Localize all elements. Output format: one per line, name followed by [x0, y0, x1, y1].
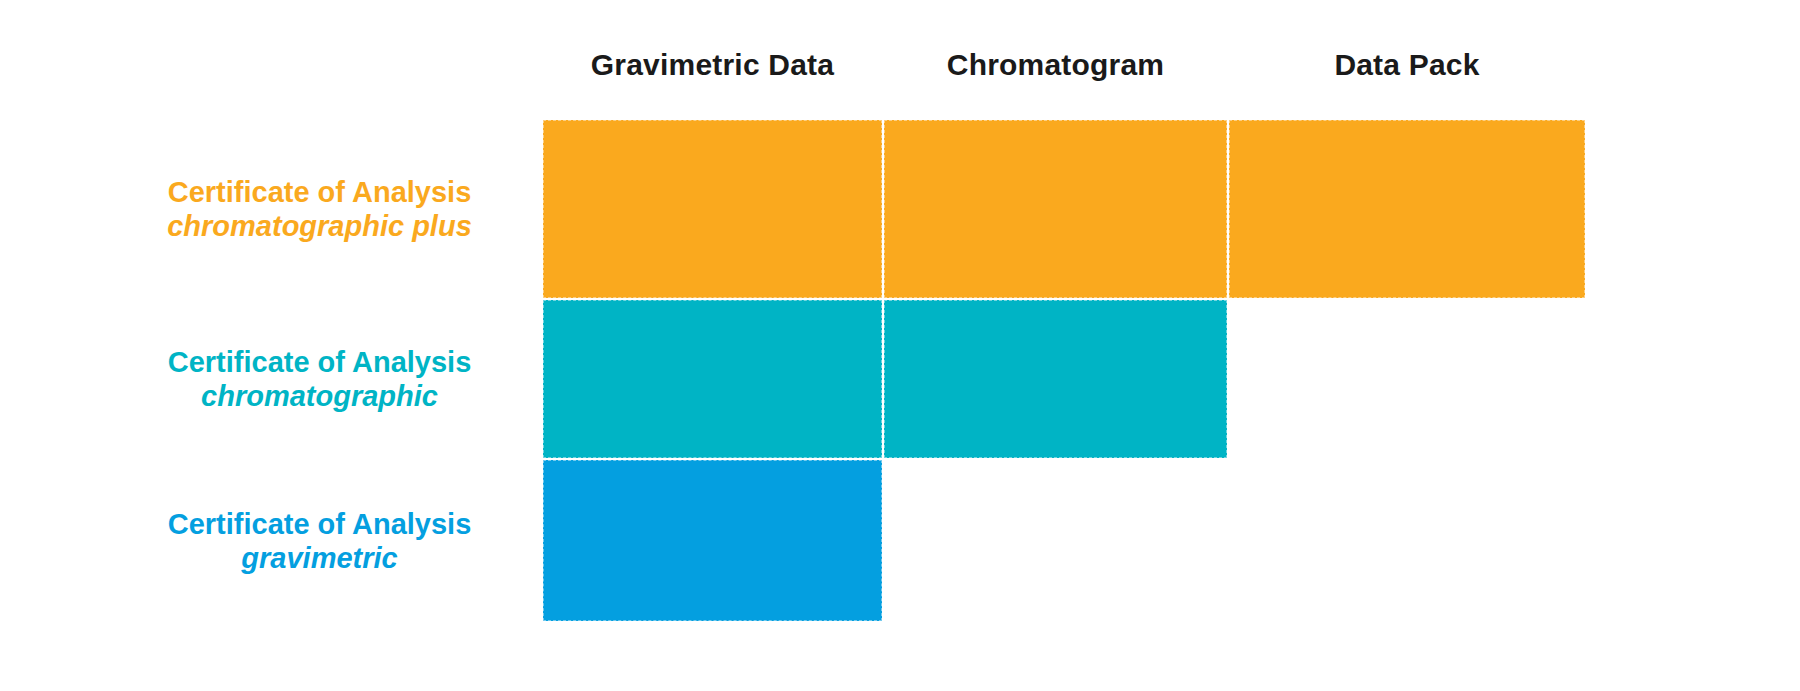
- corner-spacer: [150, 40, 541, 118]
- row-title: Certificate of Analysis: [168, 175, 472, 209]
- certificate-matrix-diagram: Gravimetric Data Chromatogram Data Pack …: [0, 0, 1800, 691]
- row-subtitle: chromatographic: [201, 379, 438, 413]
- row-label-chromatographic-plus: Certificate of Analysis chromatographic …: [150, 120, 541, 298]
- row-title: Certificate of Analysis: [168, 507, 472, 541]
- matrix-cell: [1229, 120, 1585, 298]
- matrix-cell: [884, 300, 1227, 458]
- matrix-grid: Gravimetric Data Chromatogram Data Pack …: [150, 40, 1585, 621]
- matrix-cell: [1229, 460, 1585, 621]
- column-header-label: Data Pack: [1334, 48, 1479, 82]
- column-header-data-pack: Data Pack: [1229, 40, 1585, 118]
- column-header-chromatogram: Chromatogram: [884, 40, 1227, 118]
- matrix-cell: [543, 120, 882, 298]
- column-header-label: Chromatogram: [947, 48, 1164, 82]
- row-title: Certificate of Analysis: [168, 345, 472, 379]
- column-header-label: Gravimetric Data: [591, 48, 834, 82]
- column-header-gravimetric-data: Gravimetric Data: [543, 40, 882, 118]
- matrix-cell: [884, 460, 1227, 621]
- row-label-chromatographic: Certificate of Analysis chromatographic: [150, 300, 541, 458]
- matrix-cell: [543, 460, 882, 621]
- matrix-cell: [1229, 300, 1585, 458]
- matrix-cell: [884, 120, 1227, 298]
- row-label-gravimetric: Certificate of Analysis gravimetric: [150, 460, 541, 621]
- row-subtitle: gravimetric: [241, 541, 397, 575]
- matrix-cell: [543, 300, 882, 458]
- row-subtitle: chromatographic plus: [167, 209, 472, 243]
